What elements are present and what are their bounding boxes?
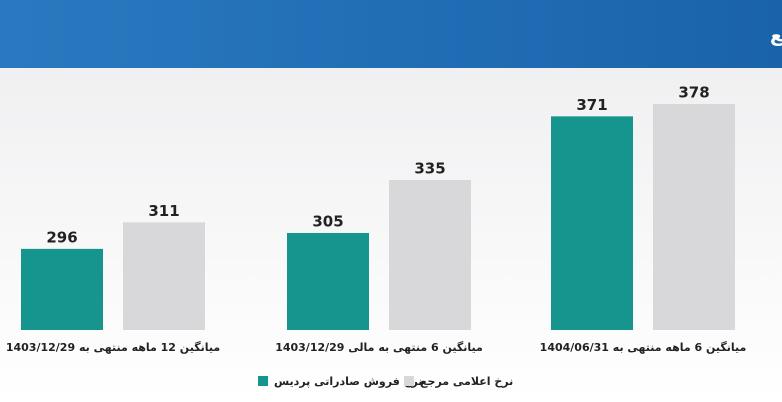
bar <box>551 116 633 331</box>
bar <box>21 248 103 330</box>
value-label: 335 <box>414 159 445 177</box>
value-label: 311 <box>148 202 179 220</box>
x-tick-label: میانگین 12 ماهه منتهی به 1403/12/29 <box>6 341 220 354</box>
legend-swatch <box>258 376 268 386</box>
chart-title: مقایسه نرخ فروش صادراتی اوره پردیس با نر… <box>770 25 782 47</box>
x-tick-label: میانگین 6 منتهی به مالی 1403/12/29 <box>275 341 483 354</box>
bar <box>389 179 471 330</box>
value-label: 378 <box>678 84 709 102</box>
bar <box>287 232 369 330</box>
value-label: 305 <box>312 212 343 230</box>
legend-swatch <box>404 376 414 386</box>
x-tick-label: میانگین 6 ماهه منتهی به 1404/06/31 <box>540 341 747 354</box>
legend-label: نرخ فروش صادراتی پردیس <box>274 375 423 388</box>
header-band <box>0 0 782 68</box>
bar <box>653 104 735 330</box>
legend-label: نرخ اعلامی مرجع <box>420 375 513 388</box>
value-label: 371 <box>576 96 607 114</box>
value-label: 296 <box>46 228 77 246</box>
bar <box>123 222 205 330</box>
